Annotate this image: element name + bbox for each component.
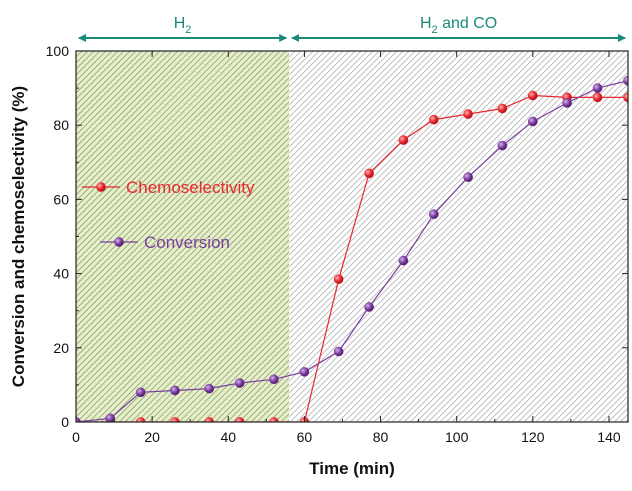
data-point-conversion-1 [105, 413, 116, 422]
legend-item-conversion: Conversion [100, 233, 230, 252]
data-point-conversion-10 [398, 255, 409, 266]
data-point-conversion-8 [333, 346, 344, 357]
y-tick-label-60: 60 [53, 191, 69, 207]
data-point-chemoselectivity-13 [497, 103, 508, 114]
data-point-conversion-2 [135, 387, 146, 398]
region-0-hatch [76, 51, 290, 422]
data-point-conversion-5 [234, 378, 245, 388]
data-point-chemoselectivity-17 [623, 92, 628, 103]
x-tick-label-140: 140 [597, 429, 621, 445]
region-1-hatch [289, 51, 628, 422]
x-tick-label-100: 100 [445, 429, 469, 445]
data-point-conversion-7 [299, 367, 310, 377]
region-arrows: H2 H2 and CO [78, 15, 626, 42]
data-point-chemoselectivity-16 [592, 92, 603, 103]
data-point-chemoselectivity-12 [463, 109, 473, 119]
x-tick-label-80: 80 [373, 429, 389, 445]
y-axis-title: Conversion and chemoselectivity (%) [9, 86, 28, 387]
region-1-label: H2 and CO [420, 15, 497, 36]
region-0 [76, 51, 290, 422]
x-tick-label-20: 20 [144, 429, 160, 445]
y-tick-label-40: 40 [53, 266, 69, 282]
region-0-label: H2 [174, 15, 192, 36]
legend: Chemoselectivity Conversion [82, 178, 255, 252]
data-point-conversion-12 [463, 172, 473, 182]
data-point-conversion-14 [527, 116, 538, 127]
data-point-conversion-17 [623, 75, 628, 86]
legend-item-chemoselectivity: Chemoselectivity [82, 178, 255, 197]
data-point-chemoselectivity-14 [527, 90, 538, 101]
y-tick-label-100: 100 [46, 43, 70, 59]
legend-label-conversion: Conversion [144, 233, 230, 252]
data-point-chemoselectivity-10 [398, 135, 409, 145]
data-point-chemoselectivity-11 [428, 114, 439, 125]
data-point-conversion-16 [592, 83, 603, 93]
data-point-conversion-15 [562, 98, 572, 108]
region-1 [289, 51, 628, 422]
axes: 0 20 40 60 80 100 120 140 0 20 40 60 80 100 Time (min)… [9, 43, 629, 478]
legend-label-chemoselectivity: Chemoselectivity [126, 178, 255, 197]
data-point-chemoselectivity-8 [333, 274, 344, 285]
x-tick-label-40: 40 [220, 429, 236, 445]
data-point-conversion-11 [428, 209, 439, 220]
series-conversion [76, 75, 628, 422]
x-axis-title: Time (min) [309, 459, 395, 478]
series-line-conversion [76, 80, 628, 422]
data-point-chemoselectivity-9 [364, 168, 374, 179]
data-point-conversion-4 [204, 383, 215, 394]
x-tick-label-60: 60 [297, 429, 313, 445]
y-tick-label-0: 0 [61, 414, 69, 430]
data-point-conversion-13 [497, 140, 508, 151]
data-point-conversion-3 [170, 385, 180, 396]
data-point-conversion-9 [364, 302, 374, 312]
y-tick-label-80: 80 [53, 117, 69, 133]
background-regions [76, 51, 628, 422]
x-tick-label-120: 120 [521, 429, 545, 445]
x-tick-label-0: 0 [72, 429, 80, 445]
y-tick-label-20: 20 [53, 340, 69, 356]
series-line-chemoselectivity [76, 94, 628, 422]
legend-marker-conversion [114, 237, 124, 247]
legend-marker-chemoselectivity [96, 182, 106, 192]
series-layer [76, 75, 628, 422]
data-point-conversion-6 [269, 374, 279, 385]
